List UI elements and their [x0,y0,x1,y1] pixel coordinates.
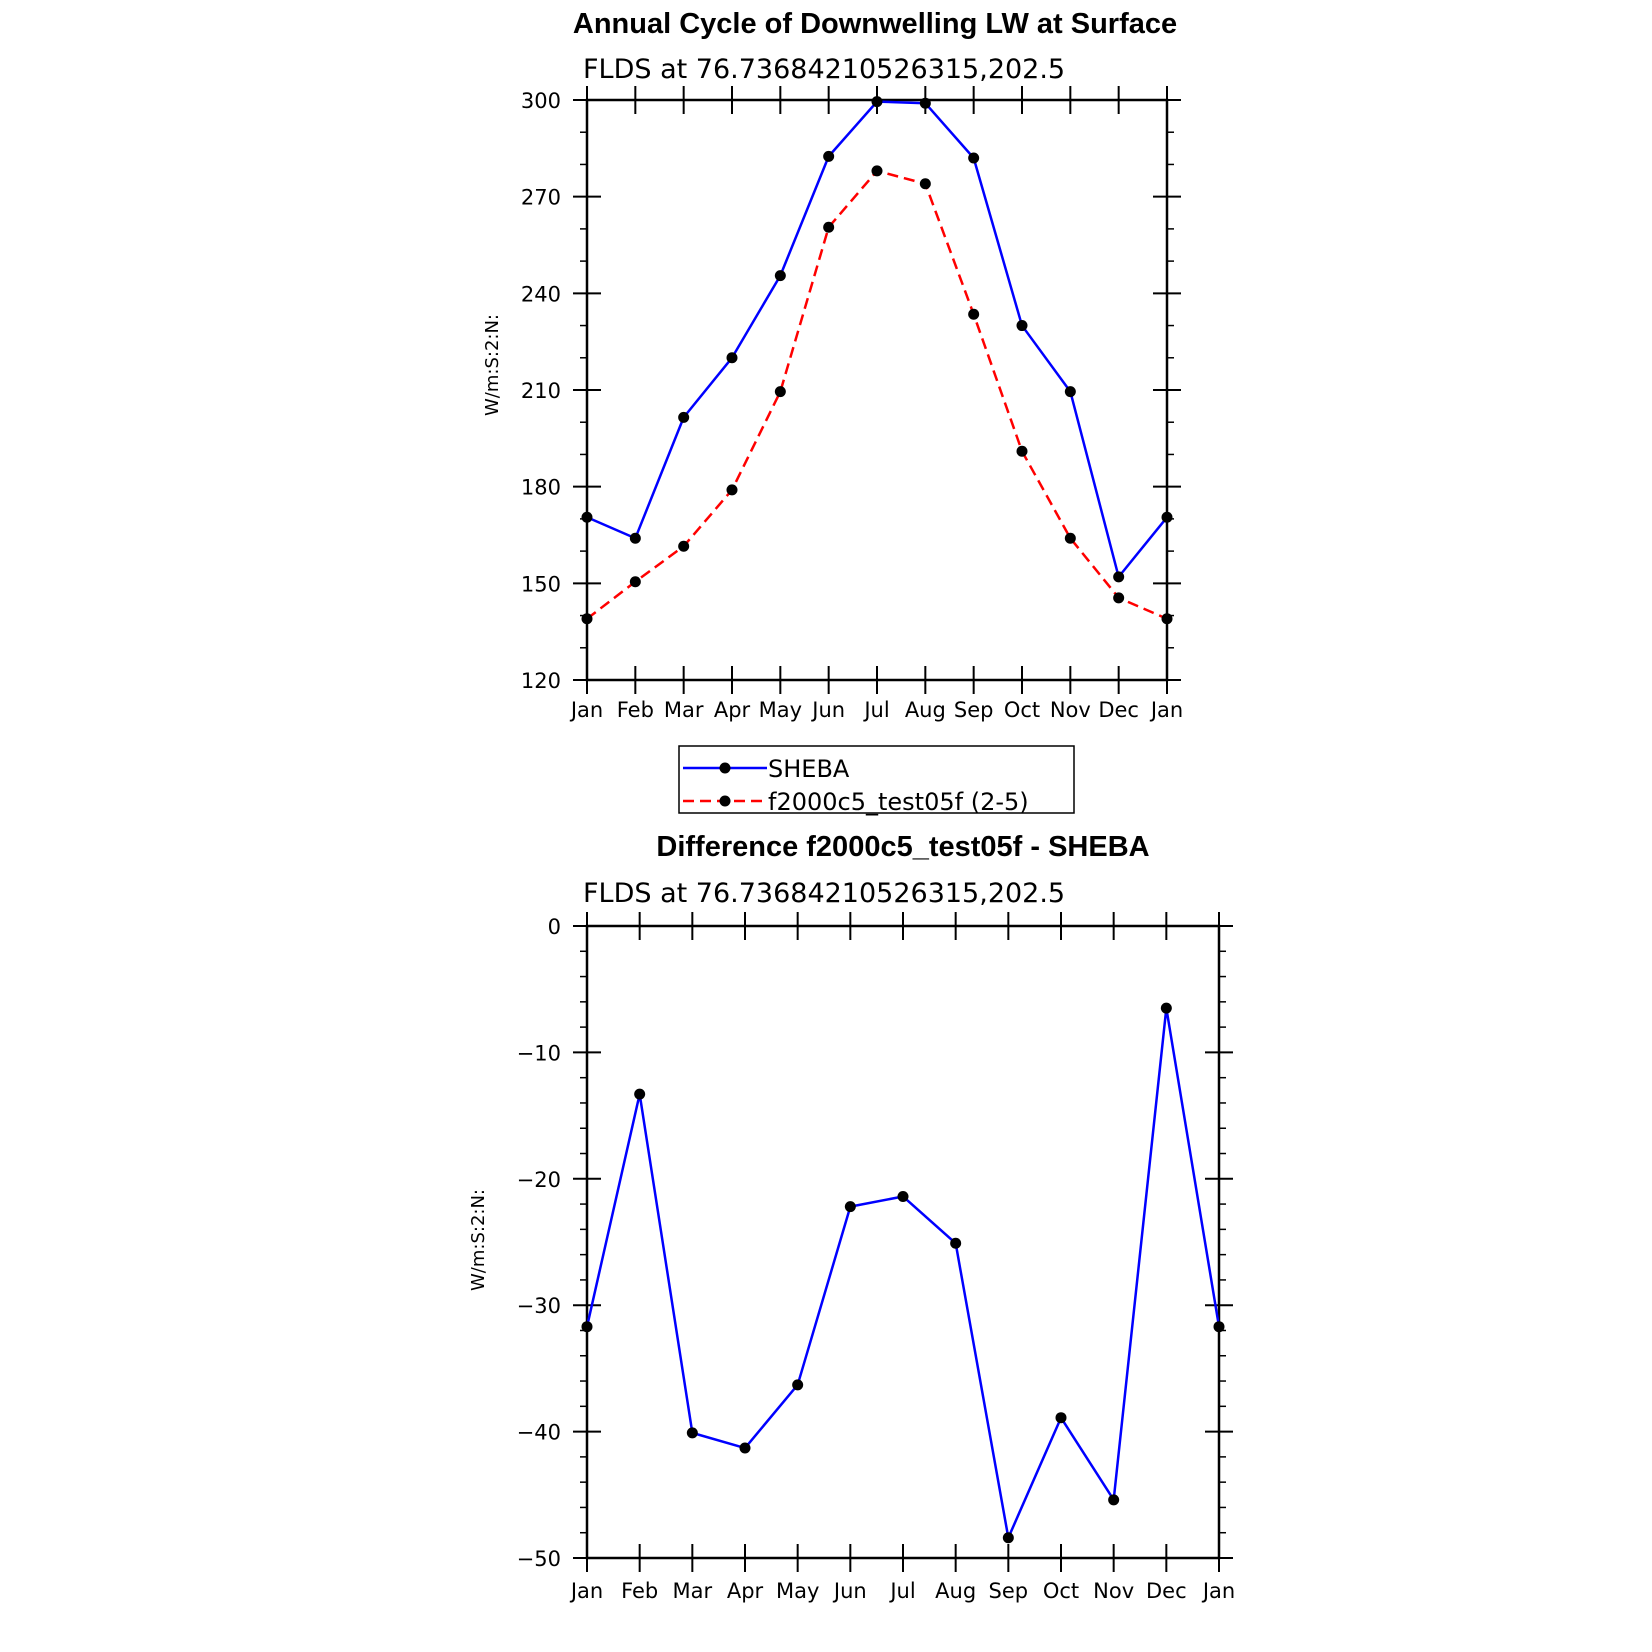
x-tick-label: Jan [569,698,603,722]
x-tick-label: Oct [1043,1579,1079,1603]
data-point [581,1321,593,1333]
x-tick-label: May [759,698,802,722]
x-tick-label: Jan [1201,1579,1235,1603]
y-tick-label: 300 [521,89,561,113]
legend-marker-model [719,795,731,807]
data-point [844,1201,856,1213]
data-point [1108,1494,1120,1506]
data-point [1002,1532,1014,1544]
x-tick-label: Dec [1098,698,1139,722]
x-tick-label: Dec [1146,1579,1187,1603]
data-point [739,1442,751,1454]
data-point [686,1427,698,1439]
y-tick-label: 120 [521,669,561,693]
data-point [1113,592,1125,604]
data-point [1161,511,1173,523]
y-tick-label: 240 [521,282,561,306]
series-line-1 [586,169,1168,620]
data-point [726,484,738,496]
x-tick-label: Apr [727,1579,764,1603]
data-point [968,308,980,320]
data-point [629,576,641,588]
x-tick-label: Feb [621,1579,658,1603]
y-tick-label: 0 [548,915,561,939]
x-tick-label: Mar [664,698,704,722]
data-point [678,540,690,552]
data-point [1055,1412,1067,1424]
x-tick-label: Jul [862,698,889,722]
data-point [629,532,641,544]
x-tick-label: Oct [1004,698,1040,722]
series-line-0 [585,1006,1221,1540]
data-point [1064,532,1076,544]
legend-marker-sheba [719,762,731,774]
data-point [1016,320,1028,332]
x-tick-label: Apr [714,698,751,722]
data-point [581,613,593,625]
data-point [774,386,786,398]
data-point [1113,571,1125,583]
x-tick-label: Sep [954,698,994,722]
y-tick-label: −50 [517,1547,561,1571]
y-tick-label: −40 [517,1421,561,1445]
legend: SHEBA f2000c5_test05f (2-5) [678,745,1075,816]
data-point [726,352,738,364]
y-tick-label: 210 [521,379,561,403]
y-tick-label: 150 [521,572,561,596]
x-tick-label: Jun [810,698,845,722]
data-point [950,1237,962,1249]
data-point [823,221,835,233]
y-tick-label: 180 [521,476,561,500]
y-axis-label: W/m:S:2:N: [482,314,503,416]
data-point [1213,1321,1225,1333]
chart-subtitle: FLDS at 76.73684210526315,202.5 [583,878,1065,909]
data-point [897,1190,909,1202]
annual-cycle-chart: Annual Cycle of Downwelling LW at Surfac… [482,8,1183,722]
x-tick-label: Feb [617,698,654,722]
legend-label-model: f2000c5_test05f (2-5) [768,788,1029,816]
x-tick-label: Nov [1050,698,1091,722]
x-tick-label: Jul [888,1579,915,1603]
y-tick-label: −30 [517,1294,561,1318]
data-point [678,411,690,423]
difference-chart: Difference f2000c5_test05f - SHEBA FLDS … [468,831,1235,1603]
x-tick-label: Jan [569,1579,603,1603]
plot-frame [585,924,1221,1560]
data-point [792,1379,804,1391]
x-tick-label: Aug [905,698,946,722]
legend-label-sheba: SHEBA [768,755,850,783]
data-point [871,165,883,177]
x-tick-label: Jun [832,1579,867,1603]
chart-subtitle: FLDS at 76.73684210526315,202.5 [583,54,1065,85]
x-tick-label: Jan [1149,698,1183,722]
data-point [968,152,980,164]
data-point [871,96,883,108]
data-point [919,178,931,190]
y-tick-label: 270 [521,186,561,210]
data-point [581,511,593,523]
chart-title: Difference f2000c5_test05f - SHEBA [656,831,1149,863]
data-point [1160,1002,1172,1014]
x-tick-label: Aug [935,1579,976,1603]
data-point [1064,386,1076,398]
y-axis-label: W/m:S:2:N: [468,1189,489,1291]
x-tick-label: Sep [989,1579,1029,1603]
data-point [634,1088,646,1100]
x-tick-label: May [776,1579,819,1603]
data-point [919,97,931,109]
data-point [774,270,786,282]
plot-frame [585,98,1169,682]
data-point [1016,445,1028,457]
data-point [1161,613,1173,625]
y-tick-label: −10 [517,1041,561,1065]
y-tick-label: −20 [517,1168,561,1192]
data-point [823,150,835,162]
x-tick-label: Mar [673,1579,713,1603]
x-tick-label: Nov [1093,1579,1134,1603]
chart-title: Annual Cycle of Downwelling LW at Surfac… [573,8,1177,40]
